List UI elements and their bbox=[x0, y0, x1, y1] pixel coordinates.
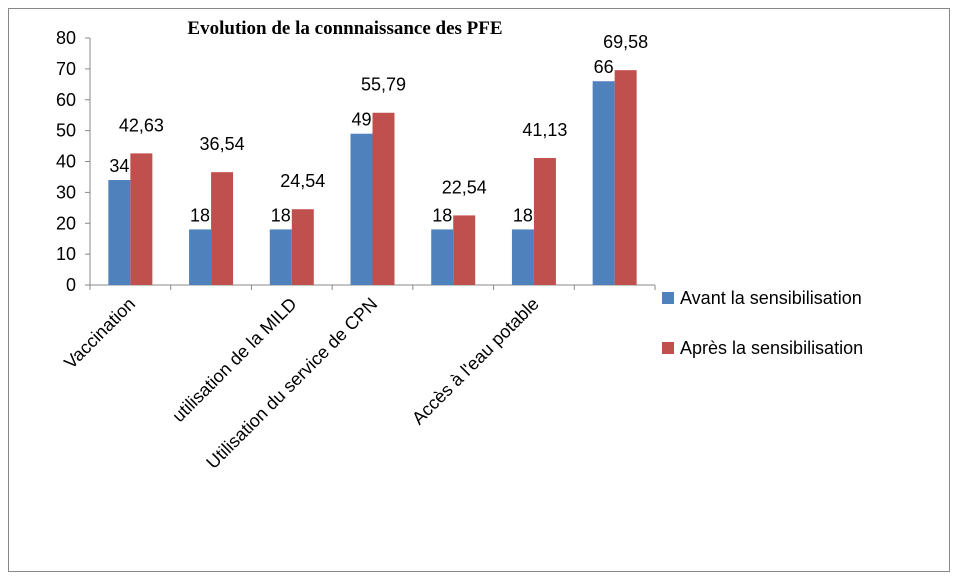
y-tick-label: 50 bbox=[56, 121, 76, 141]
bar bbox=[453, 215, 476, 285]
data-label: 36,54 bbox=[200, 134, 245, 154]
bar bbox=[614, 70, 637, 285]
bar bbox=[291, 209, 314, 285]
data-label: 18 bbox=[432, 205, 452, 225]
bar bbox=[269, 229, 292, 285]
data-label: 49 bbox=[351, 110, 371, 130]
bar bbox=[350, 133, 373, 285]
bar bbox=[130, 153, 153, 285]
data-label: 66 bbox=[594, 57, 614, 77]
data-label: 18 bbox=[271, 205, 291, 225]
bar bbox=[189, 229, 212, 285]
y-tick-label: 60 bbox=[56, 90, 76, 110]
data-label: 34 bbox=[109, 156, 129, 176]
y-tick-label: 40 bbox=[56, 152, 76, 172]
bar bbox=[211, 172, 234, 285]
bar bbox=[372, 112, 395, 285]
y-tick-label: 0 bbox=[66, 275, 76, 295]
legend-swatch bbox=[662, 342, 674, 354]
bar bbox=[592, 81, 615, 285]
chart-title: Evolution de la connnaissance des PFE bbox=[187, 18, 502, 39]
legend-label: Avant la sensibilisation bbox=[680, 288, 862, 308]
data-label: 69,58 bbox=[603, 32, 648, 52]
y-tick-label: 10 bbox=[56, 244, 76, 264]
data-label: 24,54 bbox=[280, 171, 325, 191]
data-label: 18 bbox=[513, 205, 533, 225]
y-tick-label: 80 bbox=[56, 28, 76, 48]
data-label: 22,54 bbox=[442, 177, 487, 197]
data-label: 55,79 bbox=[361, 75, 406, 95]
chart-border bbox=[8, 8, 950, 572]
data-label: 18 bbox=[190, 205, 210, 225]
legend-swatch bbox=[662, 292, 674, 304]
data-label: 42,63 bbox=[119, 115, 164, 135]
legend-label: Après la sensibilisation bbox=[680, 338, 863, 358]
bar bbox=[511, 229, 534, 285]
data-label: 41,13 bbox=[522, 120, 567, 140]
y-tick-label: 20 bbox=[56, 213, 76, 233]
y-tick-label: 30 bbox=[56, 182, 76, 202]
bar bbox=[431, 229, 454, 285]
bar bbox=[533, 158, 556, 285]
y-tick-label: 70 bbox=[56, 59, 76, 79]
bar bbox=[108, 180, 131, 285]
